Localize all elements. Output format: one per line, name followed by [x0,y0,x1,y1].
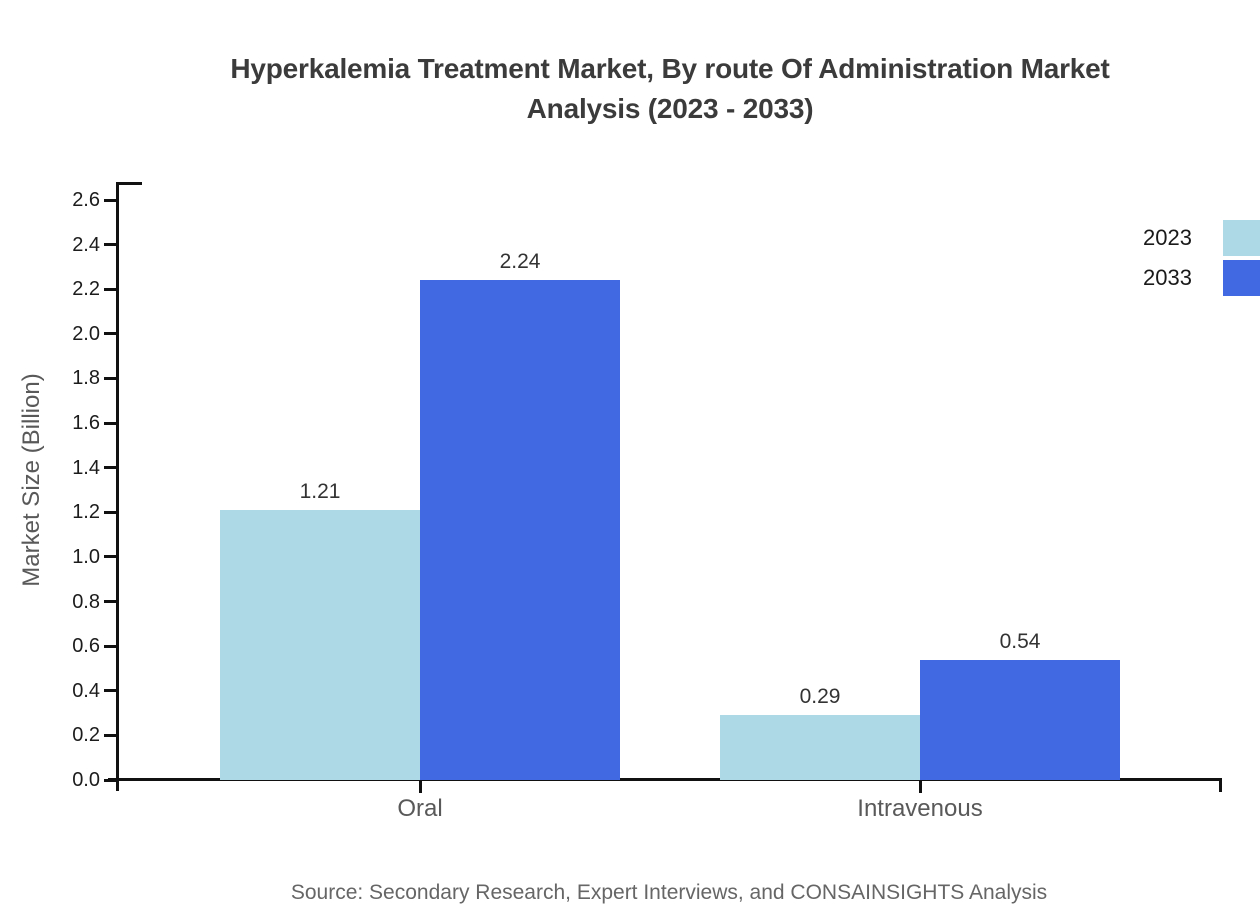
y-tick-label: 0.2 [72,724,100,747]
bar-value-label: 1.21 [299,480,341,504]
y-tick-label: 2.6 [72,189,100,211]
y-axis-line [115,182,119,791]
y-tick-label: 2.0 [72,322,100,345]
bar-2033-intravenous [920,659,1120,780]
y-tick-mark [104,778,118,782]
y-tick-mark [104,376,118,380]
bar-value-label: 0.54 [999,629,1041,653]
y-tick-mark [104,733,118,737]
y-tick-mark [104,198,118,202]
bar-2023-intravenous [720,715,920,780]
y-tick-label: 1.2 [72,501,100,524]
y-tick-mark [104,466,118,470]
chart-title: Hyperkalemia Treatment Market, By route … [230,53,1110,124]
bar-value-label: 0.29 [799,685,841,709]
source-note: Source: Secondary Research, Expert Inter… [290,881,1048,904]
x-category-label: Intravenous [857,795,983,822]
x-category-label: Oral [397,795,443,822]
y-tick-label: 0.0 [72,769,100,791]
y-tick-mark [104,332,118,336]
y-tick-label: 1.6 [72,412,100,435]
y-tick-label: 2.4 [72,233,100,256]
y-tick-mark [104,555,118,559]
x-axis-end-tick [1219,780,1222,792]
legend-swatch-2033 [1223,260,1260,296]
y-tick-mark [104,510,118,514]
y-tick-label: 1.4 [72,456,100,479]
y-tick-label: 2.2 [72,278,100,301]
y-tick-label: 0.6 [72,635,100,658]
y-tick-label: 1.8 [72,367,100,390]
bar-value-label: 2.24 [499,250,541,274]
y-tick-mark [104,421,118,425]
y-tick-label: 1.0 [72,545,100,568]
legend-label-2023: 2023 [1143,225,1192,250]
y-tick-label: 0.8 [72,590,100,613]
x-tick-mark [418,780,422,793]
x-tick-mark [918,780,922,793]
y-tick-mark [104,243,118,247]
bar-2033-oral [420,280,620,780]
y-tick-label: 0.4 [72,679,100,702]
y-tick-mark [104,644,118,648]
legend-label-2033: 2033 [1143,265,1192,290]
legend-swatch-2023 [1223,220,1260,256]
y-axis-top-cap [115,182,142,185]
x-axis-line [108,778,1222,781]
bar-2023-oral [220,510,420,780]
y-tick-mark [104,689,118,693]
y-tick-mark [104,287,118,291]
y-tick-mark [104,600,118,604]
